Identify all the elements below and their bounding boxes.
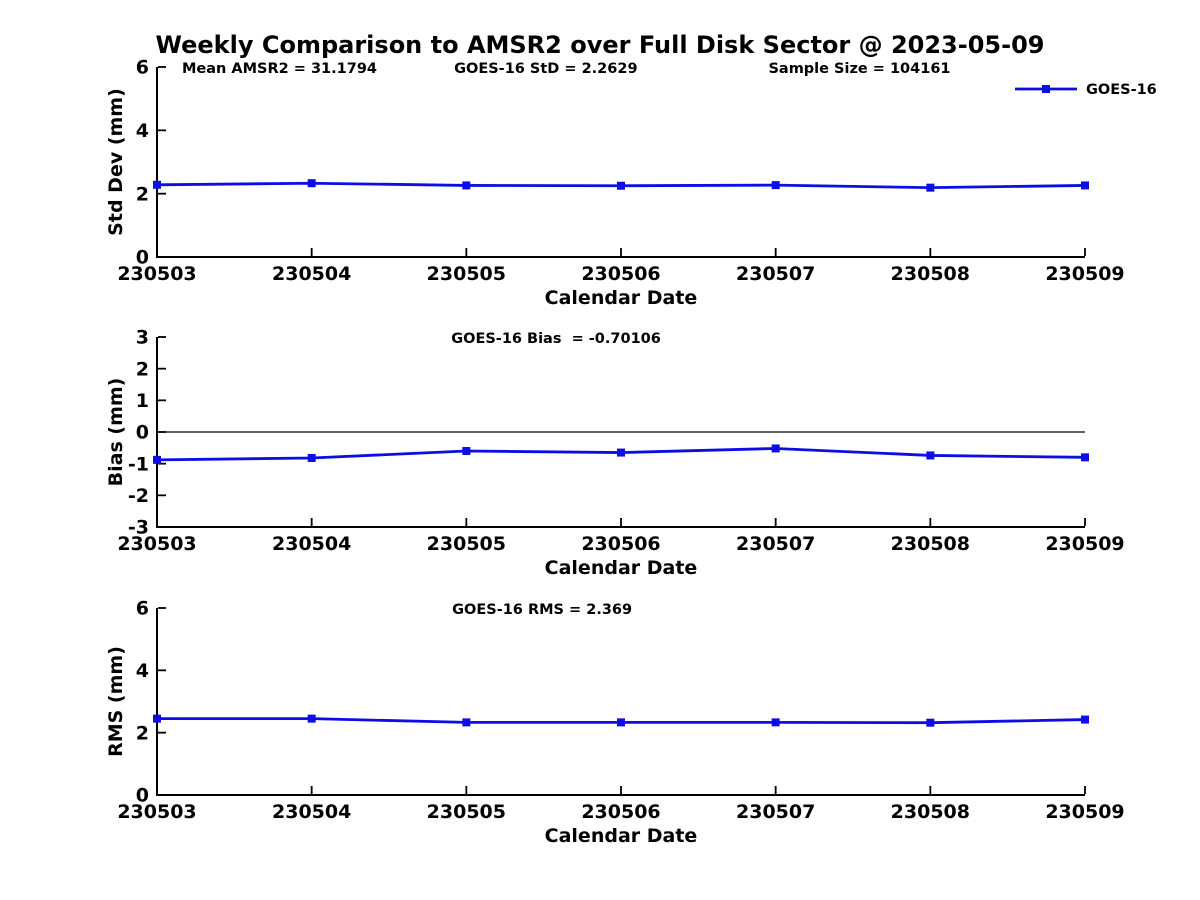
x-tick-label: 230509	[1045, 801, 1124, 823]
y-axis-label: Bias (mm)	[105, 378, 127, 487]
data-point-marker	[307, 453, 316, 462]
data-point-marker	[153, 180, 161, 189]
x-tick-label: 230505	[427, 801, 506, 823]
data-point-marker	[1081, 453, 1089, 462]
plot-std-dev: 0 2 4 6 230503 230504 230505 230506 230507 230508…	[105, 57, 1157, 309]
data-point-marker	[617, 448, 625, 457]
y-tick-label: 6	[136, 598, 149, 620]
y-tick-label: -3	[128, 517, 149, 539]
x-tick-label: 230503	[117, 801, 196, 823]
legend-marker	[1042, 85, 1050, 93]
data-point-marker	[462, 447, 471, 455]
data-point-marker	[771, 718, 780, 727]
legend: GOES-16	[1015, 82, 1157, 98]
annotation: GOES-16 StD = 2.2629	[454, 61, 637, 77]
y-tick-label: 4	[136, 120, 149, 142]
x-tick-label: 230504	[272, 801, 351, 823]
y-tick-label: 6	[136, 57, 149, 79]
data-point-marker	[926, 183, 935, 192]
x-tick-label: 230503	[117, 263, 196, 285]
plot-bias: -3 -2 -1 0 1 2 3 230503 230504 230505 230506 230507…	[105, 327, 1125, 579]
x-tick-label: 230505	[427, 533, 506, 555]
x-tick-label: 230509	[1045, 533, 1124, 555]
x-tick-label: 230506	[581, 801, 660, 823]
x-tick-label: 230504	[272, 263, 351, 285]
data-point-marker	[1081, 715, 1089, 724]
annotation: GOES-16 RMS = 2.369	[452, 602, 632, 618]
y-tick-label: -2	[128, 485, 149, 507]
legend-label: GOES-16	[1086, 82, 1157, 98]
y-axis-label: Std Dev (mm)	[105, 88, 127, 236]
y-tick-label: 2	[136, 183, 149, 205]
y-tick-label: -1	[128, 453, 149, 475]
x-tick-label: 230507	[736, 263, 815, 285]
data-point-marker	[153, 714, 161, 723]
x-axis-label: Calendar Date	[545, 825, 698, 847]
data-point-marker	[771, 444, 780, 453]
y-axis-label: RMS (mm)	[105, 646, 127, 757]
x-tick-label: 230507	[736, 801, 815, 823]
x-tick-label: 230508	[891, 263, 970, 285]
y-tick-label: 2	[136, 722, 149, 744]
annotation: GOES-16 Bias = -0.70106	[451, 331, 661, 347]
y-tick-label: 0	[136, 422, 149, 444]
x-axis-label: Calendar Date	[545, 557, 698, 579]
chart-title: Weekly Comparison to AMSR2 over Full Dis…	[155, 31, 1045, 59]
x-tick-label: 230506	[581, 533, 660, 555]
data-point-marker	[926, 451, 935, 460]
data-point-marker	[1081, 181, 1089, 190]
data-point-marker	[307, 714, 316, 723]
plot-rms: 0 2 4 6 230503 230504 230505 230506 230507 230508…	[105, 598, 1125, 847]
x-tick-label: 230504	[272, 533, 351, 555]
x-tick-label: 230508	[891, 801, 970, 823]
y-tick-label: 3	[136, 327, 149, 349]
data-point-marker	[771, 181, 780, 190]
x-tick-label: 230507	[736, 533, 815, 555]
x-axis-label: Calendar Date	[545, 287, 698, 309]
data-point-marker	[617, 181, 625, 190]
y-tick-label: 1	[136, 390, 149, 412]
data-point-marker	[617, 718, 625, 727]
data-point-marker	[462, 181, 471, 190]
data-point-marker	[307, 179, 316, 188]
y-tick-label: 4	[136, 660, 149, 682]
y-tick-label: 2	[136, 358, 149, 380]
x-tick-label: 230505	[427, 263, 506, 285]
data-point-marker	[153, 455, 161, 464]
annotation: Sample Size = 104161	[768, 61, 950, 77]
x-tick-label: 230508	[891, 533, 970, 555]
x-tick-label: 230503	[117, 533, 196, 555]
y-tick-label: 0	[136, 785, 149, 807]
x-tick-label: 230509	[1045, 263, 1124, 285]
x-tick-label: 230506	[581, 263, 660, 285]
y-tick-label: 0	[136, 247, 149, 269]
data-point-marker	[926, 718, 935, 727]
data-point-marker	[462, 718, 471, 727]
annotation: Mean AMSR2 = 31.1794	[182, 61, 377, 77]
